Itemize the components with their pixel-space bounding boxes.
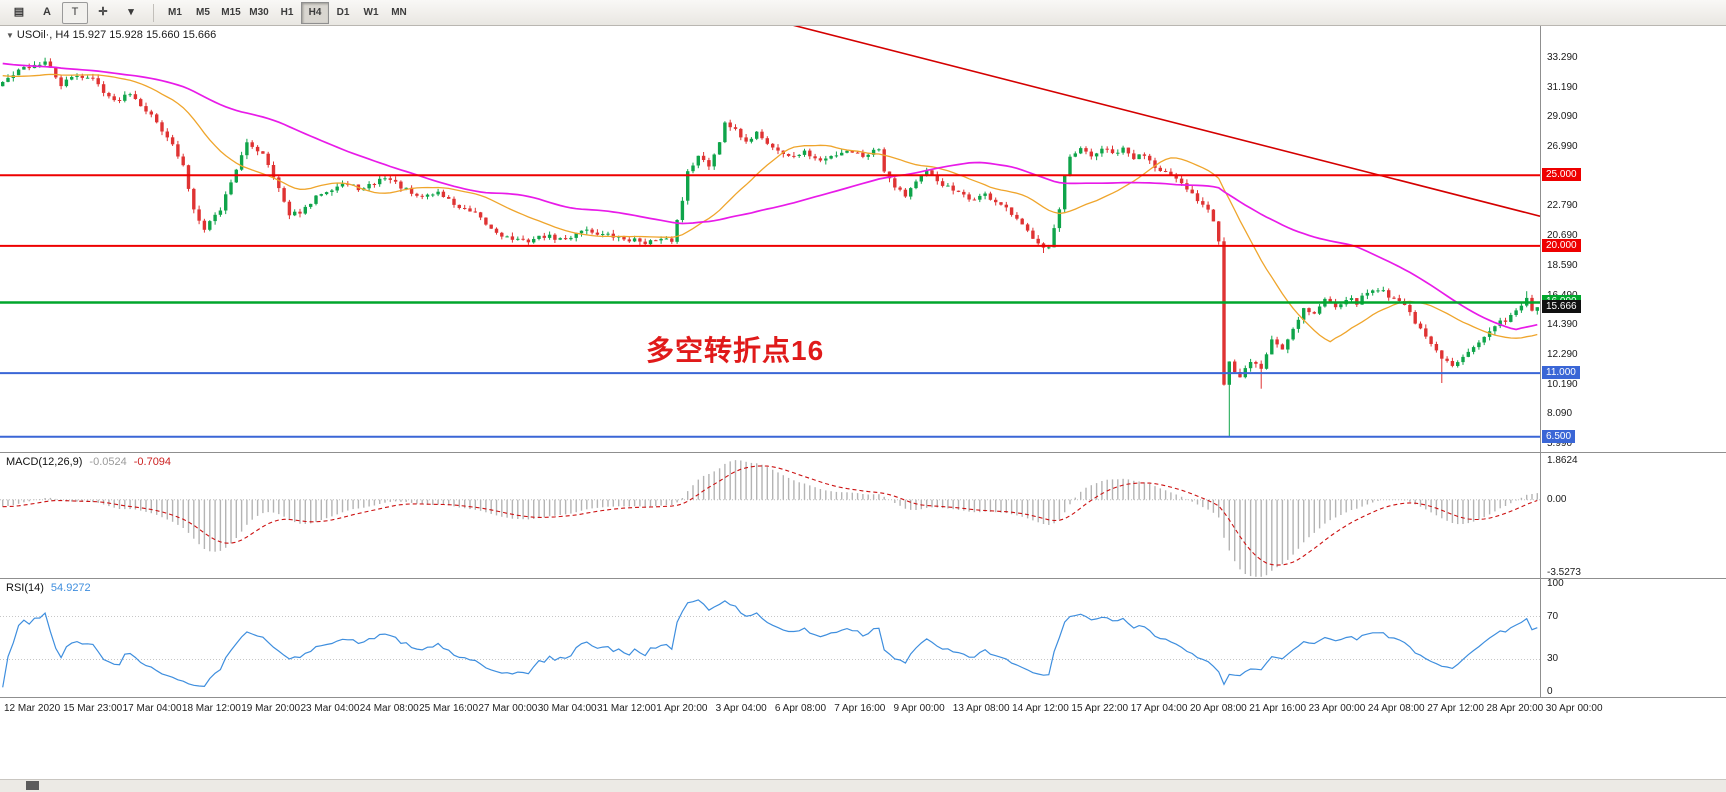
timeframe-button-w1[interactable]: W1 [363,6,379,18]
price-chart-area[interactable]: ▼ USOil·, H4 15.927 15.928 15.660 15.666 … [0,26,1540,452]
rsi-axis[interactable]: 100 70 30 0 [1540,578,1726,697]
time-label-9: 30 Mar 04:00 [537,703,597,714]
price-tick-31.190: 31.190 [1547,81,1578,93]
crosshair-tool-button[interactable]: ✛ [98,5,108,18]
price-tick-5.990: 5.990 [1547,437,1573,449]
time-label-13: 6 Apr 08:00 [774,703,827,714]
candlestick-chart[interactable] [0,26,1540,452]
timeframe-button-h4[interactable]: H4 [301,1,329,24]
time-label-14: 7 Apr 16:00 [834,703,886,714]
macd-plot-area[interactable]: MACD(12,26,9) -0.0524 -0.7094 [0,453,1540,578]
window-splitter-handle[interactable] [26,781,39,790]
time-label-21: 21 Apr 16:00 [1249,703,1307,714]
price-tick-33.290: 33.290 [1547,52,1578,64]
rsi-plot-area[interactable]: RSI(14) 54.9272 [0,579,1540,697]
time-label-15: 9 Apr 00:00 [893,703,945,714]
macd-main-value: -0.0524 [89,456,127,468]
macd-tick--3.5273: -3.5273 [1547,566,1581,578]
time-label-12: 3 Apr 04:00 [715,703,767,714]
price-tick-12.290: 12.290 [1547,348,1578,360]
time-label-19: 17 Apr 04:00 [1130,703,1188,714]
annotation-a-button[interactable]: A [43,5,51,18]
price-badge-15.666: 15.666 [1542,300,1581,314]
time-label-17: 14 Apr 12:00 [1012,703,1069,714]
price-badge-11.000: 11.000 [1542,366,1580,380]
time-label-25: 28 Apr 20:00 [1486,703,1544,714]
main-chart-panel: ▼ USOil·, H4 15.927 15.928 15.660 15.666 … [0,26,1726,452]
rsi-tick-70: 70 [1547,610,1559,622]
price-tick-10.190: 10.190 [1547,378,1578,390]
price-badge-20.000: 20.000 [1542,238,1581,252]
chart-title-text: USOil·, H4 15.927 15.928 15.660 15.666 [16,29,217,41]
rsi-tick-0: 0 [1547,685,1553,697]
rsi-label: RSI(14) 54.9272 [6,582,91,594]
time-label-3: 18 Mar 12:00 [181,703,241,714]
timeframe-button-m1[interactable]: M1 [168,6,182,18]
macd-signal-value: -0.7094 [133,456,172,468]
time-label-5: 23 Mar 04:00 [300,703,360,714]
macd-label: MACD(12,26,9) -0.0524 -0.7094 [6,456,171,468]
timeframe-group: M1 M5 M15 M30 H1 H4 D1 W1 MN [161,1,413,24]
time-label-20: 20 Apr 08:00 [1190,703,1247,714]
time-label-22: 23 Apr 00:00 [1308,703,1366,714]
price-tick-14.390: 14.390 [1547,319,1578,331]
bottom-area [0,778,1726,792]
time-label-26: 30 Apr 00:00 [1545,703,1603,714]
timeframe-button-m30[interactable]: M30 [249,6,269,18]
toolbar-divider [153,3,154,22]
chart-annotation[interactable]: 多空转折点16 [646,335,825,366]
timeframe-button-d1[interactable]: D1 [336,6,350,18]
text-tool-button[interactable]: T [62,1,88,24]
macd-panel: MACD(12,26,9) -0.0524 -0.7094 1.8624 0.00 -3… [0,452,1726,578]
toolbar: ▤ A T ✛ ▾ M1 M5 M15 M30 H1 H4 D1 W1 MN [0,0,1726,26]
time-label-16: 13 Apr 08:00 [952,703,1010,714]
time-axis[interactable]: 12 Mar 2020 15 Mar 23:00 17 Mar 04:00 18 Ma… [0,697,1726,722]
time-label-7: 25 Mar 16:00 [419,703,479,714]
timeframe-button-m5[interactable]: M5 [196,6,210,18]
macd-chart [0,460,1540,577]
timeframe-button-h1[interactable]: H1 [280,6,294,18]
time-label-8: 27 Mar 00:00 [478,703,538,714]
timeframe-button-m15[interactable]: M15 [221,6,241,18]
time-label-1: 15 Mar 23:00 [63,703,123,714]
macd-tick-0.00: 0.00 [1547,493,1567,505]
time-label-24: 27 Apr 12:00 [1427,703,1484,714]
rsi-name: RSI(14) [6,582,44,594]
macd-axis[interactable]: 1.8624 0.00 -3.5273 [1540,453,1726,578]
price-axis[interactable]: 33.290 31.190 29.090 26.990 22.790 20.690 18.5… [1540,26,1726,452]
price-tick-22.790: 22.790 [1547,200,1578,212]
time-label-2: 17 Mar 04:00 [122,703,182,714]
time-label-4: 19 Mar 20:00 [241,703,301,714]
time-label-23: 24 Apr 08:00 [1367,703,1425,714]
price-tick-16.490: 16.490 [1547,290,1578,301]
chart-title: ▼ USOil·, H4 15.927 15.928 15.660 15.666 [6,29,216,41]
timeframe-button-mn[interactable]: MN [391,6,407,18]
rsi-tick-30: 30 [1547,653,1559,665]
macd-name: MACD(12,26,9) [6,456,83,468]
rsi-panel: RSI(14) 54.9272 100 70 30 0 [0,578,1726,697]
price-tick-18.590: 18.590 [1547,259,1578,271]
chart-mode-button[interactable]: ▤ [13,5,25,18]
time-label-11: 1 Apr 20:00 [656,703,708,714]
price-badge-6.500: 6.500 [1542,429,1576,443]
tool-buttons-group: ▤ A T ✛ ▾ [6,1,146,24]
time-label-10: 31 Mar 12:00 [597,703,656,714]
macd-tick-1.8624: 1.8624 [1547,455,1578,467]
price-tick-26.990: 26.990 [1547,141,1578,153]
tools-dropdown-button[interactable]: ▾ [128,5,134,18]
price-tick-20.690: 20.690 [1547,230,1578,242]
time-label-18: 15 Apr 22:00 [1071,703,1129,714]
rsi-value: 54.9272 [50,582,91,594]
time-label-6: 24 Mar 08:00 [359,703,419,714]
horizontal-scrollbar[interactable] [0,779,1726,792]
collapse-triangle-icon[interactable]: ▼ [6,31,14,40]
price-tick-29.090: 29.090 [1547,111,1578,123]
price-tick-8.090: 8.090 [1547,408,1573,420]
rsi-tick-100: 100 [1547,578,1564,590]
time-label-0: 12 Mar 2020 [4,703,61,714]
price-badge-25.000: 25.000 [1542,168,1581,182]
rsi-chart [0,599,1540,688]
